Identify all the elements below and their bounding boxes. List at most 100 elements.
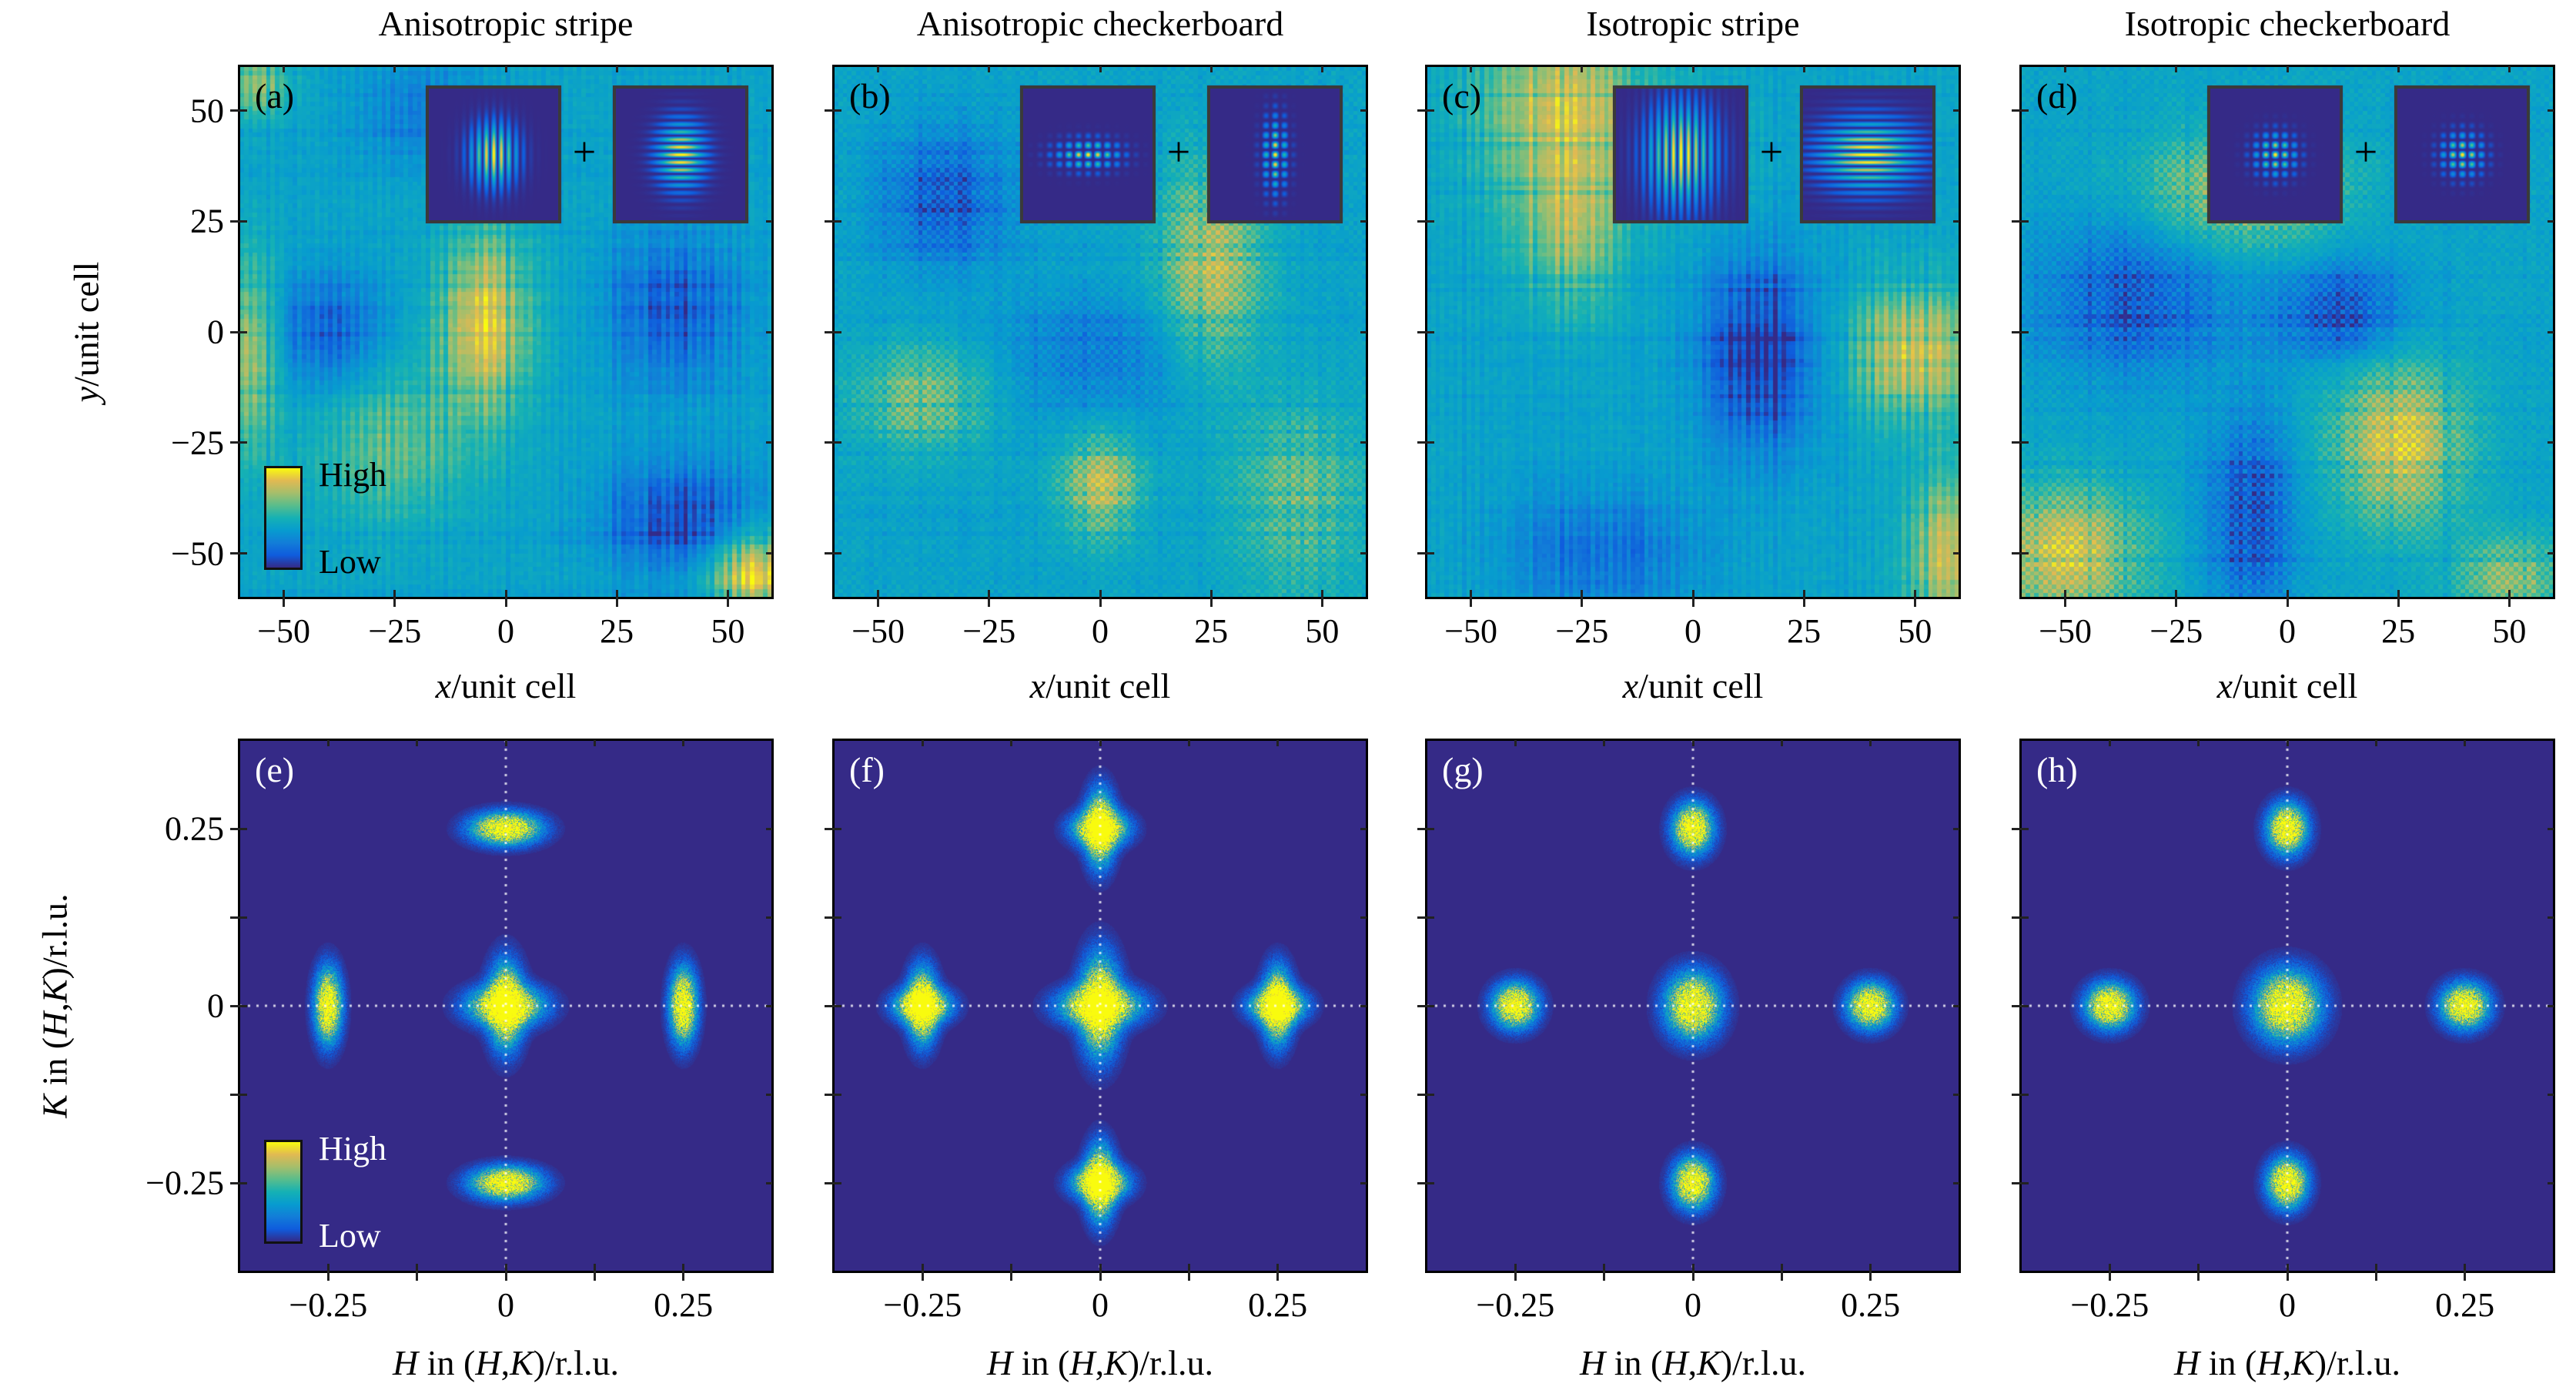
x-tick (726, 598, 729, 607)
x-tick (1913, 598, 1916, 607)
y-tick (834, 109, 841, 112)
x-tick (988, 598, 991, 607)
x-tick (2507, 66, 2511, 72)
y-tick (2548, 109, 2554, 112)
axis-label-part: K (2291, 1343, 2315, 1382)
inset-plus-sign: + (2354, 129, 2378, 175)
axis-label-part: in ( (35, 1037, 75, 1095)
x-tick-label: −50 (2039, 612, 2093, 650)
x-tick (326, 740, 330, 746)
x-tick (1099, 66, 1102, 72)
x-tick (2374, 740, 2377, 746)
x-tick (1470, 66, 1473, 72)
x-tick (2286, 598, 2289, 607)
x-tick-label: −25 (962, 612, 1016, 650)
x-tick (1691, 740, 1694, 746)
x-axis-label: H in (H,K)/r.l.u. (987, 1342, 1213, 1383)
heatmap-image (834, 66, 1367, 598)
y-tick (2012, 916, 2021, 919)
y-tick (2548, 1181, 2554, 1184)
x-tick-label: 25 (1787, 612, 1822, 650)
x-tick-label: 0.25 (2435, 1286, 2495, 1324)
panel-title: Isotropic checkerboard (2124, 4, 2451, 43)
x-tick-label: 50 (711, 612, 745, 650)
y-tick (1417, 916, 1427, 919)
x-tick (1099, 740, 1102, 746)
y-tick (1953, 441, 1959, 444)
inset-left (2207, 85, 2343, 223)
inset-right (613, 85, 748, 223)
colorbar (264, 466, 303, 570)
x-tick (1209, 66, 1213, 72)
y-tick-label: −50 (171, 534, 224, 572)
x-tick (2286, 590, 2289, 598)
y-tick-label: −25 (171, 424, 224, 462)
x-tick (1514, 1264, 1517, 1271)
y-tick-label: 0.25 (165, 809, 224, 848)
y-tick (1427, 1181, 1434, 1184)
x-tick-label: −50 (851, 612, 905, 650)
x-tick (877, 66, 880, 72)
x-tick (2397, 66, 2400, 72)
y-tick (834, 1093, 841, 1096)
x-tick-label: −50 (257, 612, 311, 650)
y-tick (2548, 1004, 2554, 1007)
y-tick (230, 441, 239, 444)
x-tick (2175, 66, 2178, 72)
x-tick (2064, 598, 2067, 607)
y-tick (2548, 916, 2554, 919)
y-tick (1417, 219, 1427, 223)
x-tick-label: −25 (2149, 612, 2203, 650)
x-tick (1691, 590, 1694, 598)
heatmap-panel-a: + (a) Anisotropic stripe −50 −25 0 25 50 −50 −25 0… (67, 4, 774, 705)
y-tick (2021, 916, 2029, 919)
x-tick (2064, 590, 2067, 598)
x-tick (1802, 66, 1805, 72)
x-tick (1780, 740, 1783, 746)
x-tick (921, 1264, 924, 1271)
x-tick-label: 50 (1898, 612, 1932, 650)
axis-label-part: K (35, 1094, 75, 1118)
panel-label: (e) (255, 750, 295, 789)
y-tick (834, 1181, 841, 1184)
y-tick-label: −0.25 (146, 1164, 224, 1202)
axis-label-part: in ( (2200, 1343, 2257, 1382)
heatmap-panel-h: (h) −0.25 0 0.25 H in (H,K)/r.l.u. (2012, 739, 2555, 1382)
axis-label-part: /unit cell (66, 261, 106, 387)
x-axis-label: H in (H,K)/r.l.u. (2174, 1342, 2400, 1383)
x-tick (2286, 740, 2289, 746)
x-tick-label: 50 (2492, 612, 2527, 650)
x-axis-label: x/unit cell (436, 665, 577, 706)
x-tick (1913, 590, 1916, 598)
x-tick (2108, 1264, 2111, 1271)
x-tick (2397, 598, 2400, 607)
y-tick (1953, 1181, 1959, 1184)
x-tick (1691, 1264, 1694, 1271)
x-tick (682, 1264, 685, 1271)
y-tick (2021, 552, 2029, 554)
x-tick-label: 0 (1684, 612, 1701, 650)
panel-label: (f) (849, 750, 885, 789)
axis-label-part: x (2216, 666, 2233, 705)
y-tick (825, 1004, 834, 1007)
y-tick (2021, 1181, 2029, 1184)
y-tick (239, 109, 247, 112)
y-tick (1427, 1093, 1434, 1096)
x-tick (682, 1271, 685, 1281)
y-tick (230, 1093, 239, 1096)
panel-label: (g) (1442, 750, 1484, 789)
x-tick (1276, 740, 1280, 746)
x-tick (2286, 1271, 2289, 1281)
x-tick (326, 1264, 330, 1271)
x-tick (2197, 1271, 2200, 1281)
x-tick-label: −25 (1555, 612, 1609, 650)
y-tick (1953, 1093, 1959, 1096)
x-tick (2464, 1264, 2467, 1271)
x-tick (2108, 1271, 2111, 1281)
heatmap-panel-d: + (d) Isotropic checkerboard −50 −25 0 25 50 x/u… (2012, 4, 2555, 705)
y-tick (2021, 219, 2029, 223)
x-tick-label: −0.25 (289, 1286, 368, 1324)
x-tick (1780, 1264, 1783, 1271)
y-tick (1360, 441, 1367, 444)
y-tick (2548, 1093, 2554, 1096)
